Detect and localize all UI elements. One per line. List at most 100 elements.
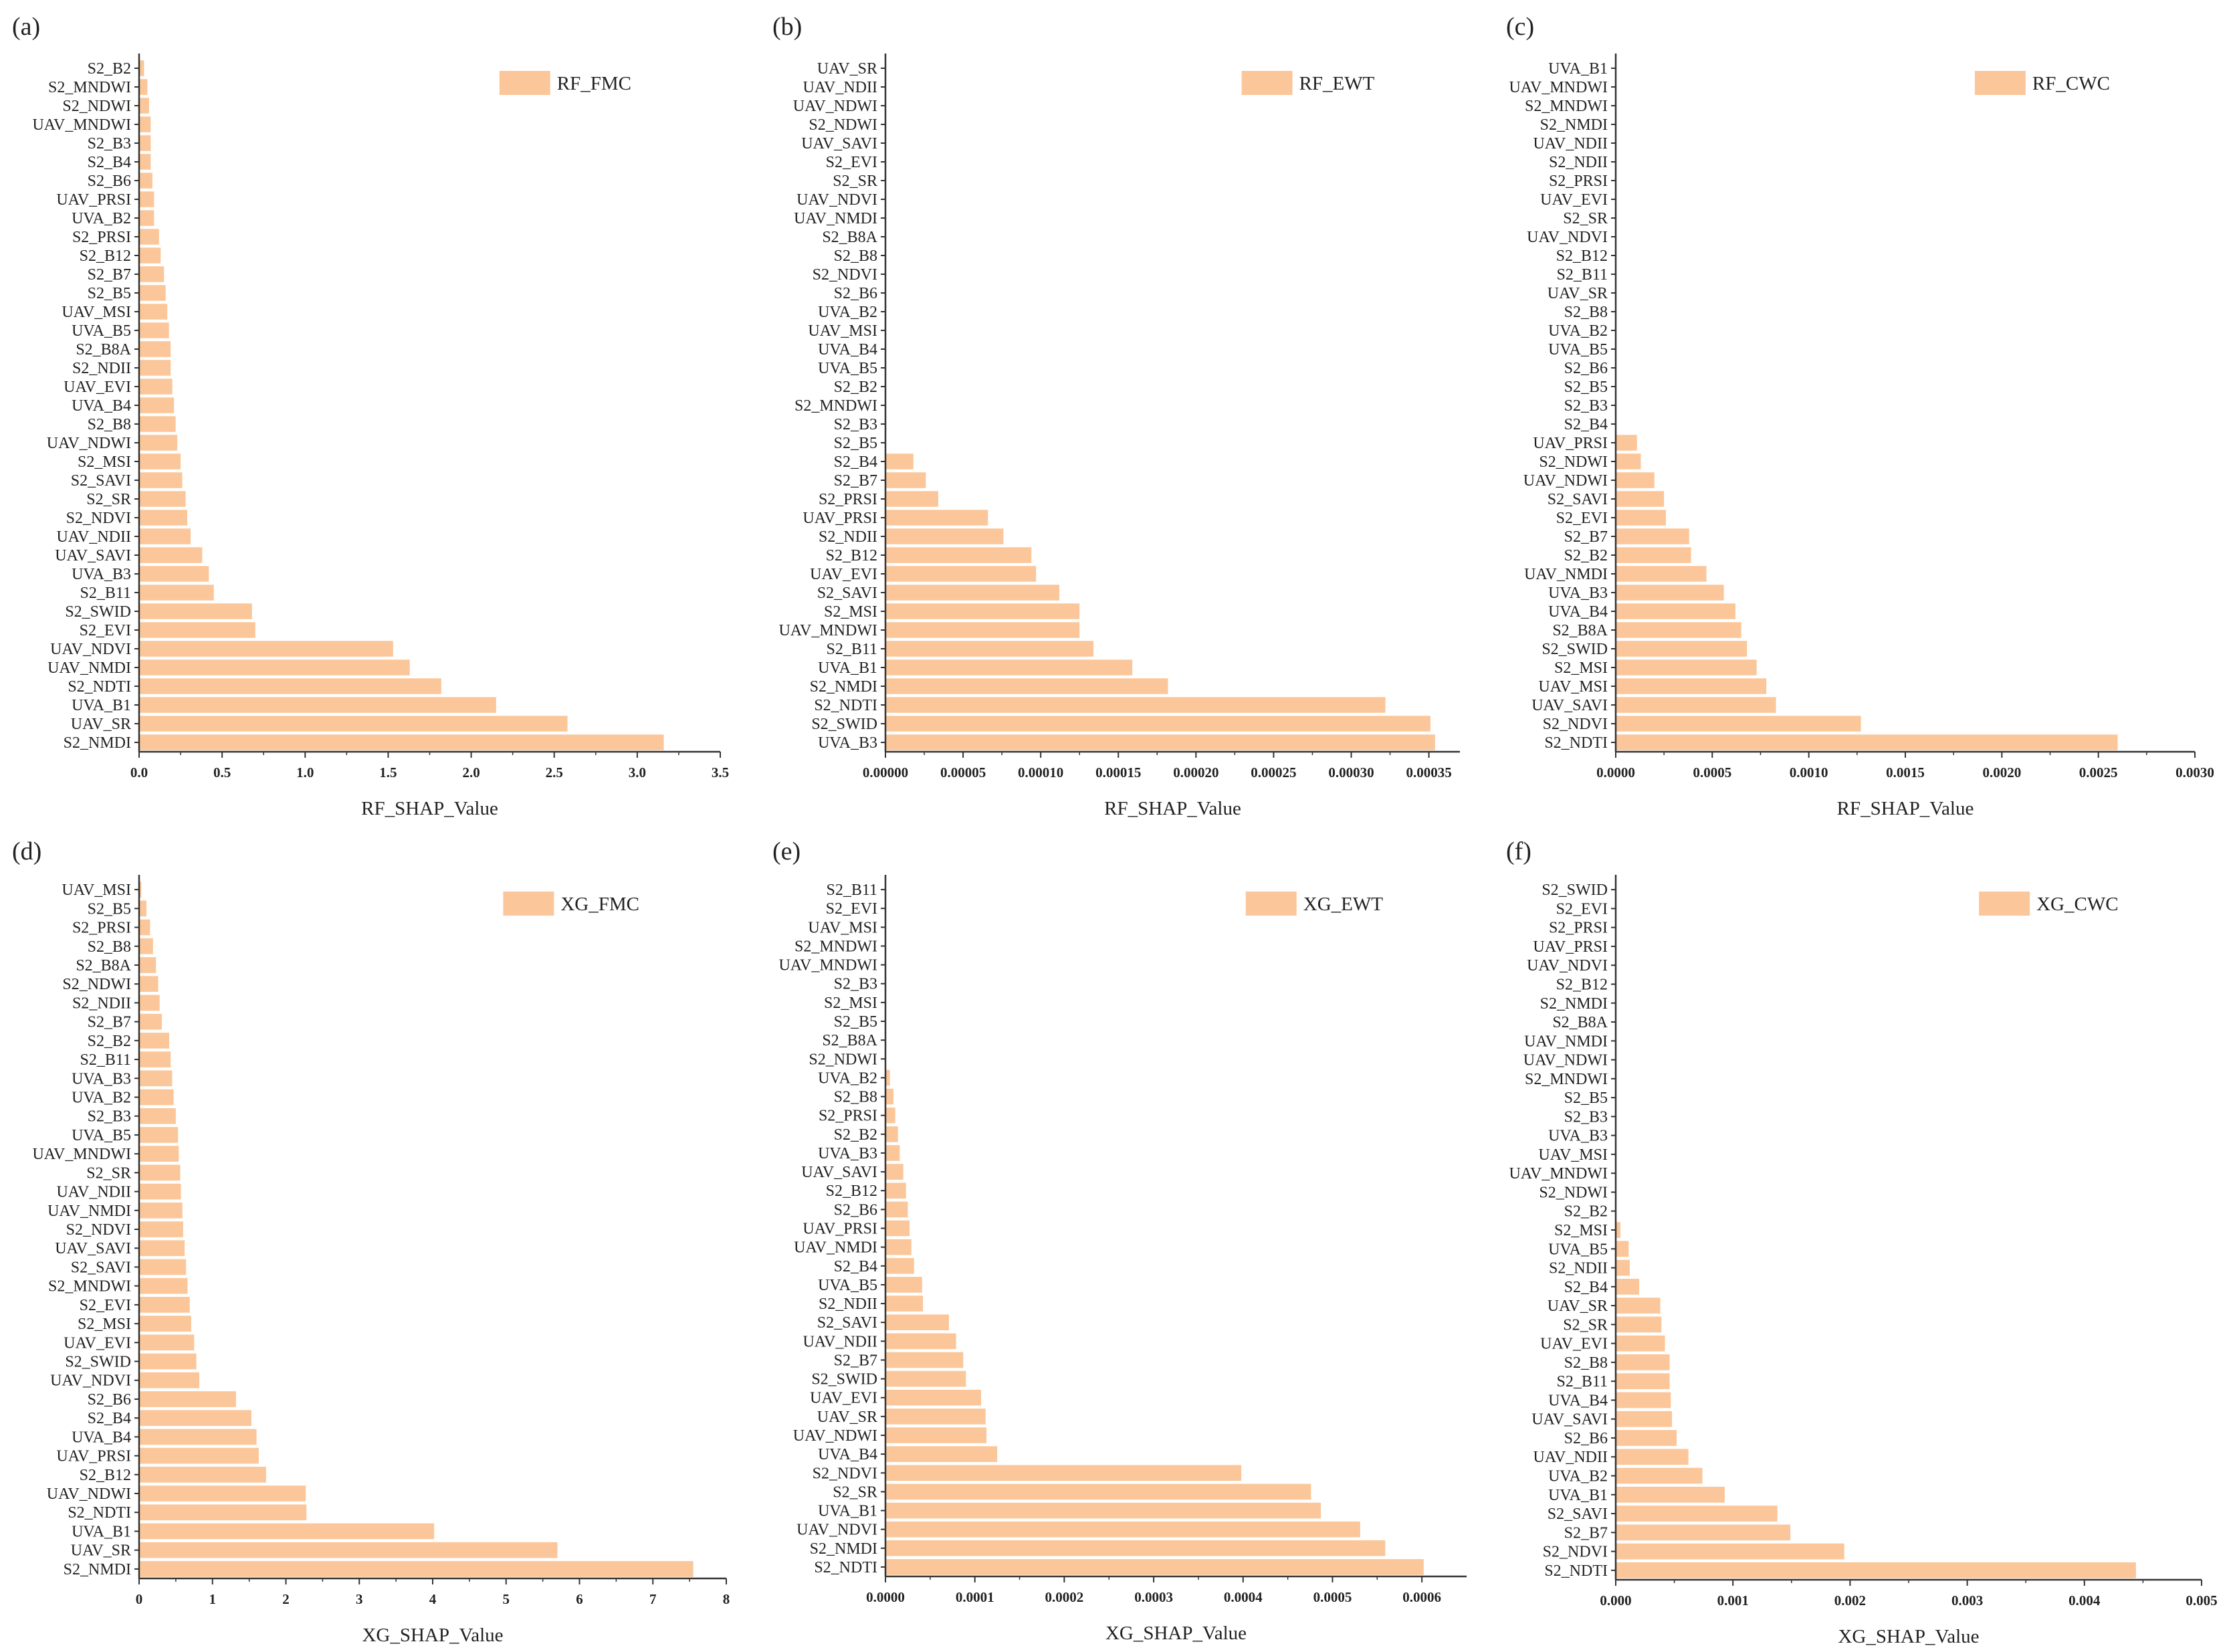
x-tick-label: 3.5 <box>712 764 729 781</box>
category-label: UAV_SR <box>817 1409 877 1426</box>
bar <box>1616 1392 1671 1409</box>
category-label: S2_PRSI <box>72 229 131 246</box>
x-axis-title: XG_SHAP_Value <box>362 1625 503 1646</box>
category-label: UAV_NDII <box>1533 135 1608 152</box>
category-label: S2_PRSI <box>72 920 131 937</box>
category-label: UAV_NMDI <box>47 1203 131 1220</box>
category-label: UAV_EVI <box>64 1334 131 1352</box>
bar <box>885 641 1094 657</box>
category-label: S2_B12 <box>1556 976 1608 993</box>
category-label: S2_SWID <box>811 716 877 733</box>
category-label: S2_PRSI <box>1549 173 1608 190</box>
legend-label: RF_FMC <box>557 73 631 94</box>
x-tick-label: 0.004 <box>2068 1592 2101 1609</box>
bar <box>139 1316 191 1332</box>
bar <box>139 1334 195 1351</box>
category-label: UAV_SAVI <box>801 1164 877 1181</box>
bar <box>139 585 214 601</box>
bar <box>885 1277 922 1293</box>
category-label: S2_NDVI <box>66 510 131 527</box>
category-label: S2_B6 <box>88 1391 131 1409</box>
category-label: UAV_NDVI <box>797 1522 877 1539</box>
bar <box>885 1370 966 1387</box>
category-label: UVA_B2 <box>1548 1468 1608 1485</box>
bar <box>139 882 142 898</box>
bar <box>1616 435 1637 451</box>
category-label: S2_B6 <box>834 1201 877 1219</box>
bar <box>139 60 144 76</box>
category-label: S2_MSI <box>824 603 877 621</box>
category-label: S2_PRSI <box>1549 920 1608 937</box>
category-label: UVA_B5 <box>818 360 877 377</box>
category-label: S2_NDTI <box>1544 734 1608 752</box>
bar <box>1616 491 1665 507</box>
bar <box>139 659 410 676</box>
category-label: S2_B6 <box>1564 360 1608 377</box>
category-label: S2_NDVI <box>66 1221 131 1239</box>
bar <box>139 341 171 357</box>
category-label: S2_SAVI <box>1548 491 1608 508</box>
x-axis-title: RF_SHAP_Value <box>1104 798 1241 819</box>
bar <box>139 919 150 936</box>
bar <box>139 1127 179 1143</box>
bar <box>139 285 166 301</box>
category-label: S2_B6 <box>834 285 877 302</box>
category-label: UVA_B4 <box>1548 603 1608 621</box>
category-label: UAV_MNDWI <box>32 116 131 134</box>
category-label: S2_NMDI <box>64 1561 131 1578</box>
bar <box>139 360 171 376</box>
x-tick-label: 8 <box>723 1591 730 1607</box>
category-label: S2_B12 <box>80 1467 131 1484</box>
x-axis-title: XG_SHAP_Value <box>1838 1626 1979 1647</box>
category-label: S2_SR <box>1563 1316 1608 1334</box>
bar <box>1616 697 1776 713</box>
category-label: UAV_PRSI <box>56 1448 131 1465</box>
category-label: UAV_SR <box>71 1542 131 1560</box>
category-label: UAV_NDWI <box>1523 1052 1608 1069</box>
category-label: UVA_B4 <box>72 397 131 415</box>
bar <box>139 1259 187 1275</box>
category-label: S2_EVI <box>826 900 877 918</box>
category-label: S2_SR <box>1563 210 1608 227</box>
category-label: S2_NDWI <box>1539 453 1608 471</box>
category-label: UAV_NDII <box>1533 1449 1608 1466</box>
category-label: S2_B5 <box>834 435 877 452</box>
bar <box>1616 1259 1630 1276</box>
bar <box>885 1540 1386 1556</box>
category-label: S2_B5 <box>88 900 131 918</box>
category-label: S2_SAVI <box>1548 1506 1608 1523</box>
category-label: S2_EVI <box>1556 510 1608 527</box>
x-axis-title: XG_SHAP_Value <box>1105 1623 1247 1644</box>
category-label: S2_SAVI <box>71 472 131 490</box>
category-label: UVA_B1 <box>1548 1487 1608 1504</box>
bar <box>885 1483 1311 1500</box>
category-label: UAV_MNDWI <box>778 957 877 974</box>
category-label: UAV_NMDI <box>47 659 131 677</box>
category-label: S2_B4 <box>1564 416 1608 433</box>
category-label: S2_B2 <box>1564 1203 1608 1221</box>
category-label: S2_B8 <box>1564 1354 1608 1372</box>
bar <box>1616 716 1861 732</box>
category-label: UAV_SAVI <box>1531 1411 1608 1429</box>
bar <box>885 659 1133 676</box>
x-tick-label: 0.003 <box>1951 1592 1983 1609</box>
bar <box>1616 1430 1677 1446</box>
category-label: UAV_SR <box>817 60 877 78</box>
category-label: UAV_MSI <box>62 304 131 321</box>
bar <box>1616 1241 1629 1257</box>
category-label: S2_SWID <box>1542 641 1608 658</box>
category-label: UAV_MSI <box>1538 678 1608 696</box>
bar <box>139 1221 183 1237</box>
bar <box>139 1466 266 1483</box>
bar <box>885 603 1080 619</box>
bar <box>139 1164 181 1181</box>
category-label: S2_B3 <box>88 1108 131 1126</box>
bar <box>1616 528 1689 544</box>
category-label: S2_B8 <box>88 416 131 433</box>
bar <box>139 210 154 226</box>
category-label: S2_B8A <box>76 957 131 974</box>
bar <box>139 98 149 114</box>
